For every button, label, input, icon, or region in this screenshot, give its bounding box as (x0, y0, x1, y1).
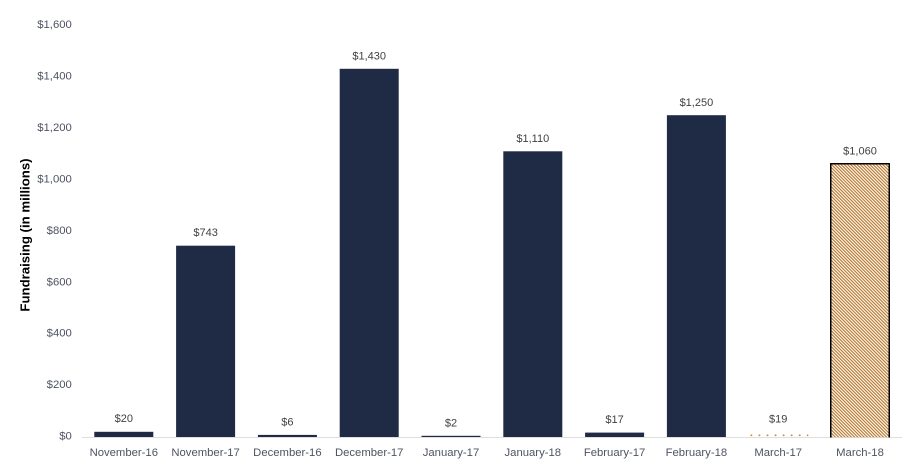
svg-text:December-16: December-16 (253, 447, 321, 459)
svg-text:$1,400: $1,400 (37, 71, 72, 83)
svg-text:January-18: January-18 (505, 447, 562, 459)
svg-text:$1,250: $1,250 (680, 97, 714, 109)
svg-text:$600: $600 (47, 276, 72, 288)
svg-text:$19: $19 (769, 413, 787, 425)
svg-text:February-18: February-18 (666, 447, 728, 459)
svg-text:$400: $400 (47, 328, 72, 340)
svg-text:February-17: February-17 (584, 447, 646, 459)
svg-text:$20: $20 (115, 413, 133, 425)
svg-text:$743: $743 (193, 227, 217, 239)
svg-text:$0: $0 (59, 431, 72, 443)
svg-text:$2: $2 (445, 418, 457, 430)
svg-text:January-17: January-17 (423, 447, 480, 459)
svg-text:Fundraising (in millions): Fundraising (in millions) (18, 158, 33, 311)
svg-text:March-17: March-17 (754, 447, 802, 459)
svg-text:November-17: November-17 (171, 447, 239, 459)
svg-text:$1,000: $1,000 (37, 173, 72, 185)
svg-text:$1,600: $1,600 (37, 19, 72, 31)
svg-text:March-18: March-18 (836, 447, 884, 459)
svg-text:December-17: December-17 (335, 447, 403, 459)
svg-text:$1,430: $1,430 (352, 50, 386, 62)
svg-text:$1,200: $1,200 (37, 122, 72, 134)
svg-text:$17: $17 (605, 414, 623, 426)
svg-text:$6: $6 (281, 417, 293, 429)
svg-text:$1,110: $1,110 (516, 133, 549, 145)
svg-text:$1,060: $1,060 (843, 146, 877, 158)
svg-text:$800: $800 (47, 225, 72, 237)
svg-text:$200: $200 (47, 379, 72, 391)
svg-text:November-16: November-16 (90, 447, 158, 459)
